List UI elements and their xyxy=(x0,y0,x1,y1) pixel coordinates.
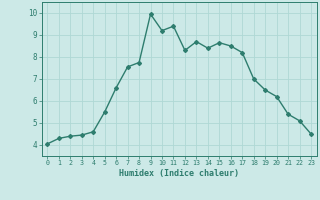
X-axis label: Humidex (Indice chaleur): Humidex (Indice chaleur) xyxy=(119,169,239,178)
